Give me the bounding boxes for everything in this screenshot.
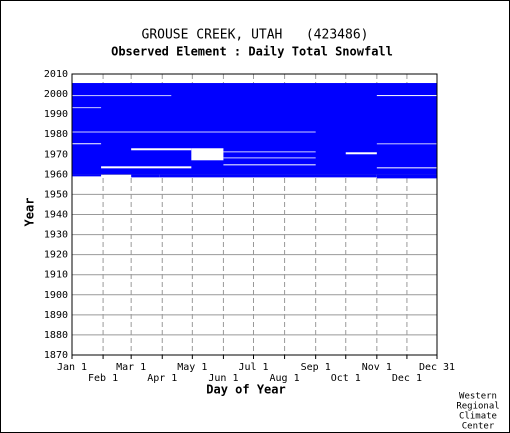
x-tick-label: Aug 1 bbox=[270, 373, 300, 384]
missing-gap bbox=[101, 166, 192, 169]
data-block bbox=[101, 172, 132, 175]
chart-subtitle: Observed Element : Daily Total Snowfall bbox=[111, 45, 393, 59]
missing-gap bbox=[376, 143, 437, 145]
y-tick-label: 2010 bbox=[44, 69, 68, 80]
y-tick-label: 1970 bbox=[44, 149, 68, 160]
missing-gap bbox=[191, 148, 224, 161]
y-tick-label: 1910 bbox=[44, 270, 68, 281]
x-tick-label: Apr 1 bbox=[147, 373, 177, 384]
y-tick-label: 2000 bbox=[44, 89, 68, 100]
x-tick-label: Jan 1 bbox=[57, 362, 87, 373]
missing-gap bbox=[72, 95, 172, 97]
y-tick-label: 1890 bbox=[44, 310, 68, 321]
y-tick-label: 1900 bbox=[44, 290, 68, 301]
data-block bbox=[131, 174, 160, 178]
data-block bbox=[72, 174, 102, 177]
y-tick-label: 1980 bbox=[44, 129, 68, 140]
x-axis-label: Day of Year bbox=[206, 383, 285, 397]
missing-gap bbox=[345, 152, 377, 155]
x-tick-label: Dec 31 bbox=[419, 362, 455, 373]
y-tick-label: 1880 bbox=[44, 330, 68, 341]
x-tick-label: Oct 1 bbox=[331, 373, 361, 384]
missing-gap bbox=[72, 131, 316, 133]
y-tick-label: 1940 bbox=[44, 210, 68, 221]
missing-gap bbox=[376, 167, 437, 169]
credit-line: Regional bbox=[456, 402, 499, 412]
credit-line: Center bbox=[462, 422, 495, 432]
x-tick-label: Jul 1 bbox=[238, 362, 268, 373]
y-tick-label: 1930 bbox=[44, 230, 68, 241]
missing-gap bbox=[131, 148, 192, 151]
x-tick-label: Feb 1 bbox=[88, 373, 118, 384]
missing-gap bbox=[72, 107, 102, 109]
y-axis-label: Year bbox=[23, 198, 37, 227]
x-tick-label: Mar 1 bbox=[116, 362, 146, 373]
y-tick-label: 1950 bbox=[44, 189, 68, 200]
chart-title: GROUSE CREEK, UTAH (423486) bbox=[142, 28, 369, 43]
missing-gap bbox=[223, 164, 316, 166]
plot-area bbox=[71, 73, 438, 356]
x-tick-label: Sep 1 bbox=[301, 362, 331, 373]
missing-gap bbox=[223, 151, 316, 153]
x-tick-label: Nov 1 bbox=[362, 362, 392, 373]
data-block bbox=[159, 174, 377, 178]
missing-gap bbox=[223, 157, 316, 159]
x-tick-label: Jun 1 bbox=[208, 373, 238, 384]
data-block bbox=[376, 174, 437, 179]
x-tick-label: Dec 1 bbox=[392, 373, 422, 384]
y-tick-label: 1960 bbox=[44, 169, 68, 180]
credit-line: Climate bbox=[459, 412, 497, 422]
data-block bbox=[72, 83, 437, 175]
missing-gap bbox=[72, 143, 102, 145]
y-tick-label: 1920 bbox=[44, 250, 68, 261]
plot-border bbox=[71, 73, 438, 356]
y-tick-label: 1990 bbox=[44, 109, 68, 120]
y-tick-label: 1870 bbox=[44, 350, 68, 361]
credit-line: Western bbox=[459, 392, 497, 402]
missing-gap bbox=[376, 95, 437, 97]
x-tick-label: May 1 bbox=[177, 362, 207, 373]
